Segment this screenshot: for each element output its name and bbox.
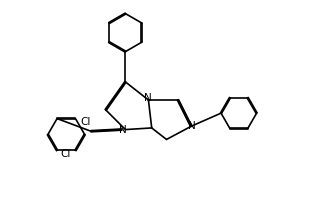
Text: N: N [119,126,127,136]
Text: N: N [188,121,196,131]
Text: N: N [144,94,152,103]
Text: Cl: Cl [60,148,71,159]
Text: Cl: Cl [80,117,91,127]
